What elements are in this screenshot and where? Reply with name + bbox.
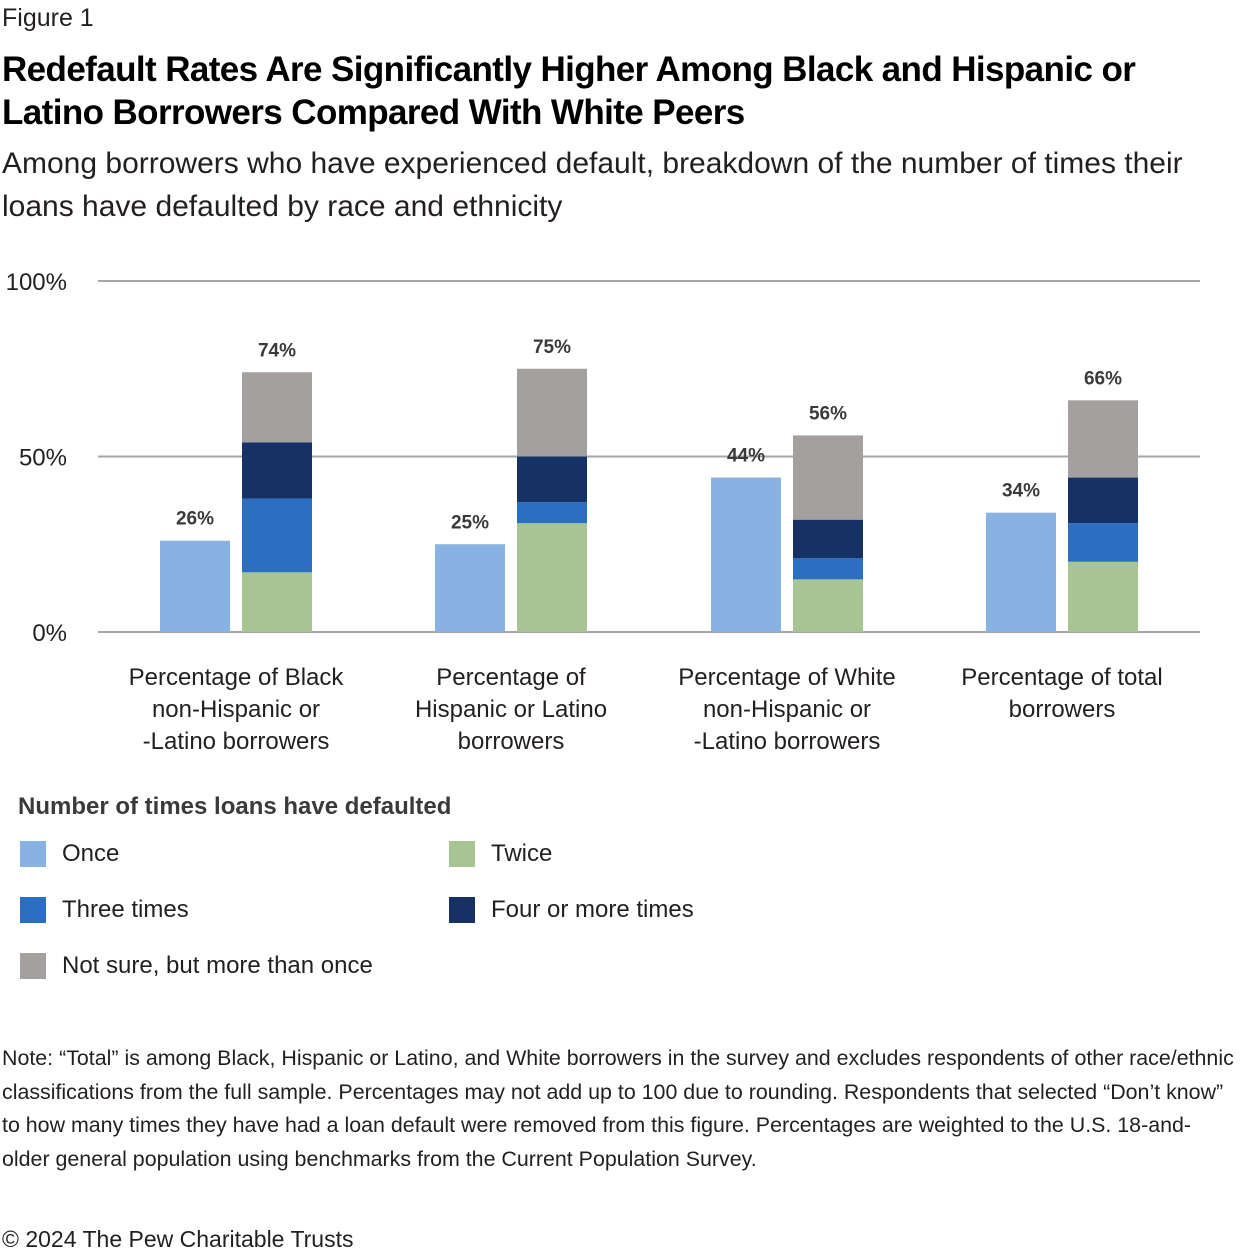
data-label: 26% <box>176 509 214 530</box>
legend-label: Once <box>62 840 120 867</box>
x-category-label-line: Percentage of total <box>961 664 1163 691</box>
y-tick-label: 50% <box>19 445 67 472</box>
bar-segment-three-times <box>793 558 863 580</box>
bar-segment-twice <box>1068 561 1138 632</box>
x-category-label-line: borrowers <box>1008 696 1116 723</box>
bar-segment-twice <box>793 579 863 632</box>
legend-item: Once <box>20 840 119 868</box>
data-label: 74% <box>258 340 296 361</box>
data-label: 75% <box>533 337 571 358</box>
legend-swatch <box>20 953 46 979</box>
bar-segment-once <box>435 544 505 632</box>
chart-note: Note: “Total” is among Black, Hispanic o… <box>2 1046 1234 1171</box>
legend-swatch <box>20 897 46 923</box>
x-category-label-line: Hispanic or Latino <box>414 696 608 723</box>
bar-segment-once <box>986 512 1056 632</box>
figure-label: Figure 1 <box>2 4 94 32</box>
bar-segment-four-or-more-times <box>793 519 863 559</box>
data-label: 56% <box>809 403 847 424</box>
legend-swatch <box>449 897 475 923</box>
legend-item: Four or more times <box>449 896 694 924</box>
y-tick-label: 100% <box>6 269 67 296</box>
y-tick-label: 0% <box>32 620 67 647</box>
bar-segment-twice <box>242 572 312 632</box>
legend-swatch <box>20 841 46 867</box>
data-label: 34% <box>1002 481 1040 502</box>
chart-subtitle: Among borrowers who have experienced def… <box>2 147 1183 223</box>
bar-segment-not-sure-but-more-than-once <box>517 368 587 457</box>
legend-label: Not sure, but more than once <box>62 952 373 979</box>
x-category-label: Percentage of White non-Hispanic or -Latin… <box>657 662 917 758</box>
legend-item: Not sure, but more than once <box>20 952 373 980</box>
copyright: © 2024 The Pew Charitable Trusts <box>2 1226 354 1252</box>
data-label: 66% <box>1084 368 1122 389</box>
bar-segment-three-times <box>242 498 312 573</box>
legend-label: Three times <box>62 896 189 923</box>
bar-segment-not-sure-but-more-than-once <box>242 372 312 443</box>
bar-segment-four-or-more-times <box>517 456 587 503</box>
bar-segment-once <box>160 540 230 632</box>
legend-item: Three times <box>20 896 189 924</box>
x-category-label-line: -Latino borrowers <box>693 728 881 755</box>
bar-segment-twice <box>517 523 587 632</box>
y-axis-ticks: 0% 50% 100% <box>6 269 67 647</box>
x-category-label: Percentage of Hispanic or Latino borrowers <box>381 662 641 758</box>
x-category-label: Percentage of Black non-Hispanic or -Latin… <box>106 662 366 758</box>
stacked-bar-chart: 0% 50% 100% 26% 74% 25% 75% 44% 56% 34% 66% <box>6 269 1200 647</box>
legend-title: Number of times loans have defaulted <box>18 793 452 820</box>
x-category-label-line: Percentage of Black <box>128 664 344 691</box>
bar-segment-four-or-more-times <box>242 442 312 499</box>
bar-segment-three-times <box>1068 523 1138 562</box>
bar-segment-four-or-more-times <box>1068 477 1138 524</box>
x-category-label-line: Percentage of White <box>678 664 896 691</box>
legend-item: Twice <box>449 840 552 868</box>
x-category-label-line: non-Hispanic or <box>702 696 872 723</box>
x-category-label-line: non-Hispanic or <box>151 696 321 723</box>
x-category-label: Percentage of total borrowers <box>932 662 1192 726</box>
legend-label: Four or more times <box>491 896 694 923</box>
data-label: 25% <box>451 512 489 533</box>
data-labels: 26% 74% 25% 75% 44% 56% 34% 66% <box>176 337 1122 534</box>
bar-segment-three-times <box>517 502 587 524</box>
legend-swatch <box>449 841 475 867</box>
bars <box>160 368 1138 632</box>
x-category-label-line: -Latino borrowers <box>142 728 330 755</box>
bar-segment-not-sure-but-more-than-once <box>793 435 863 520</box>
chart-title: Redefault Rates Are Significantly Higher… <box>2 50 1136 132</box>
bar-segment-once <box>711 477 781 632</box>
x-category-label-line: Percentage of <box>436 664 586 691</box>
data-label: 44% <box>727 446 765 467</box>
x-category-label-line: borrowers <box>457 728 565 755</box>
legend-label: Twice <box>491 840 553 867</box>
bar-segment-not-sure-but-more-than-once <box>1068 400 1138 478</box>
